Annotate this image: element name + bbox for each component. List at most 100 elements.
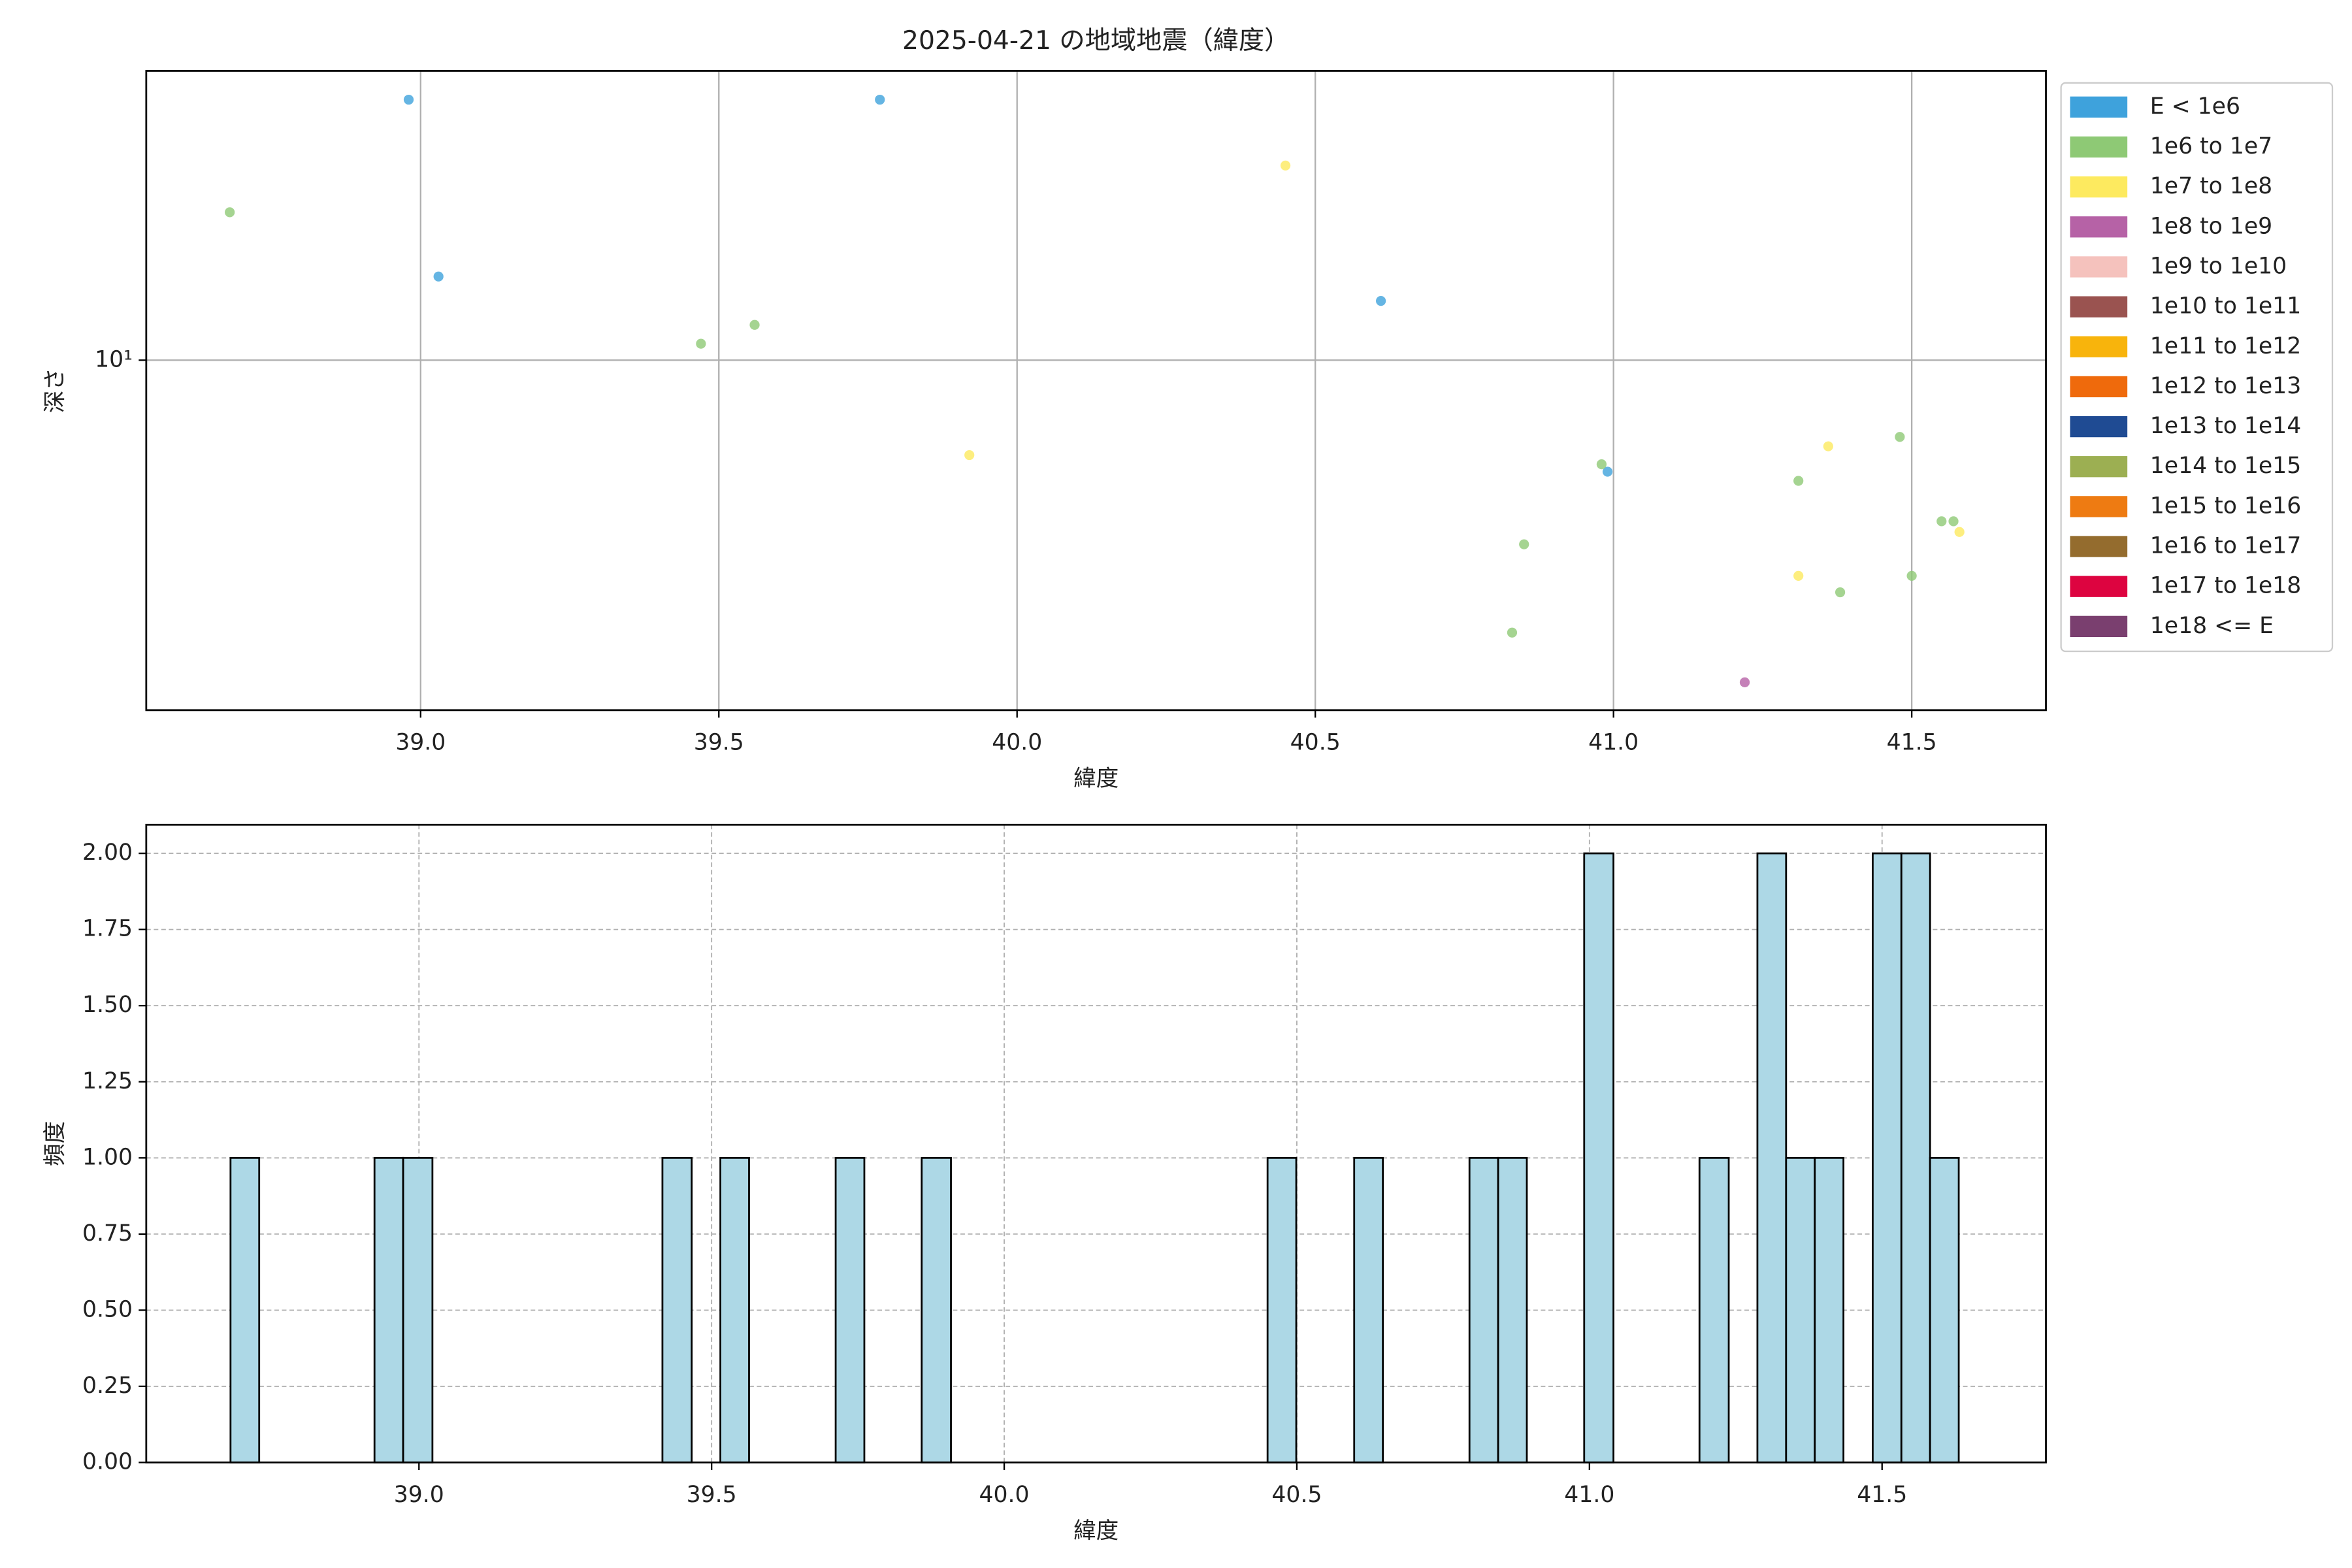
legend-label: 1e18 <= E [2150,613,2274,639]
scatter-point [1376,296,1386,306]
legend-swatch [2070,456,2128,478]
histogram-bar [1353,1156,1384,1463]
histogram-bar [229,1156,261,1463]
legend-label: 1e9 to 1e10 [2150,253,2287,279]
scatter-point [225,207,235,218]
scatter-point [1519,539,1529,549]
legend-label: 1e7 to 1e8 [2150,173,2272,199]
x-tick-label: 41.0 [1564,1482,1614,1508]
scatter-point [875,94,885,105]
legend-label: 1e10 to 1e11 [2150,293,2301,319]
scatter-point [696,338,706,349]
legend-label: 1e8 to 1e9 [2150,213,2272,239]
legend-label: 1e15 to 1e16 [2150,493,2301,519]
legend-swatch [2070,336,2128,357]
legend-box [2060,82,2334,653]
histogram-bar [402,1156,434,1463]
plot-frame [145,823,2047,1463]
x-tick-label: 39.0 [394,1482,444,1508]
y-tick-label: 1.25 [82,1068,133,1094]
histogram-bar [1900,852,1931,1463]
legend-swatch [2070,615,2128,637]
x-tick-label: 40.0 [979,1482,1030,1508]
legend-swatch [2070,176,2128,198]
legend-swatch [2070,136,2128,158]
x-tick-label: 40.5 [1271,1482,1322,1508]
scatter-point [749,319,760,330]
legend-label: 1e17 to 1e18 [2150,573,2301,599]
chart-title: 2025-04-21 の地域地震（緯度） [902,26,1290,56]
x-tick-label: 39.5 [694,730,744,756]
y-tick-label: 0.50 [82,1296,133,1322]
legend-swatch [2070,416,2128,438]
histogram-bar [1929,1156,1960,1463]
histogram-bar [1785,1156,1816,1463]
histogram-bar [1497,1156,1528,1463]
legend-label: 1e11 to 1e12 [2150,333,2301,359]
histogram-bar [1814,1156,1844,1463]
legend-label: 1e16 to 1e17 [2150,533,2301,559]
x-tick-label: 41.0 [1588,730,1639,756]
legend-label: 1e6 to 1e7 [2150,133,2272,159]
histogram-bar [719,1156,750,1463]
histogram-bar [373,1156,404,1463]
scatter-point [1895,432,1905,442]
legend-label: 1e14 to 1e15 [2150,453,2301,479]
histogram-bar [834,1156,866,1463]
legend-label: E < 1e6 [2150,93,2240,120]
scatter-point [1596,459,1607,470]
legend-swatch [2070,496,2128,517]
y-tick-label: 1.75 [82,916,133,942]
plot-frame [145,70,2047,711]
x-axis-label: 緯度 [1073,1518,1119,1544]
scatter-point [403,94,414,105]
legend-label: 1e13 to 1e14 [2150,413,2301,439]
x-axis-label: 緯度 [1073,766,1119,792]
y-axis-label: 深さ [42,368,68,413]
scatter-point [1954,527,1965,537]
scatter-point [433,271,444,282]
scatter-point [964,449,975,461]
scatter-point [1823,441,1833,451]
scatter-point [1948,516,1959,527]
y-tick-label: 0.25 [82,1373,133,1399]
scatter-point [1906,570,1917,581]
y-tick-label: 0.00 [82,1448,133,1475]
scatter-point [1507,627,1518,638]
scatter-point [1835,587,1846,598]
y-tick-label: 1.50 [82,992,133,1018]
histogram-bar [1698,1156,1730,1463]
x-tick-label: 39.0 [395,730,446,756]
scatter-point [1793,476,1804,486]
histogram-bar [1756,852,1788,1463]
legend-label: 1e12 to 1e13 [2150,373,2301,399]
x-tick-label: 40.5 [1290,730,1341,756]
x-tick-label: 41.5 [1887,730,1937,756]
histogram-bar [1872,852,1903,1463]
x-tick-label: 39.5 [687,1482,737,1508]
legend-swatch [2070,536,2128,557]
histogram-bar [661,1156,693,1463]
legend-swatch [2070,376,2128,398]
x-tick-label: 41.5 [1857,1482,1907,1508]
histogram-bar [1583,852,1614,1463]
scatter-point [1739,677,1750,687]
histogram-bar [1266,1156,1298,1463]
x-tick-label: 40.0 [992,730,1042,756]
y-axis-label: 頻度 [42,1121,68,1166]
y-tick-label: 10¹ [95,346,133,372]
histogram-bar [921,1156,952,1463]
y-tick-label: 1.00 [82,1144,133,1170]
scatter-point [1280,160,1291,171]
y-tick-label: 2.00 [82,840,133,866]
histogram-bar [1468,1156,1499,1463]
legend-swatch [2070,216,2128,238]
legend-swatch [2070,576,2128,597]
scatter-point [1793,570,1804,581]
legend-swatch [2070,256,2128,278]
legend-swatch [2070,296,2128,318]
scatter-point [1602,466,1613,477]
y-tick-label: 0.75 [82,1220,133,1247]
